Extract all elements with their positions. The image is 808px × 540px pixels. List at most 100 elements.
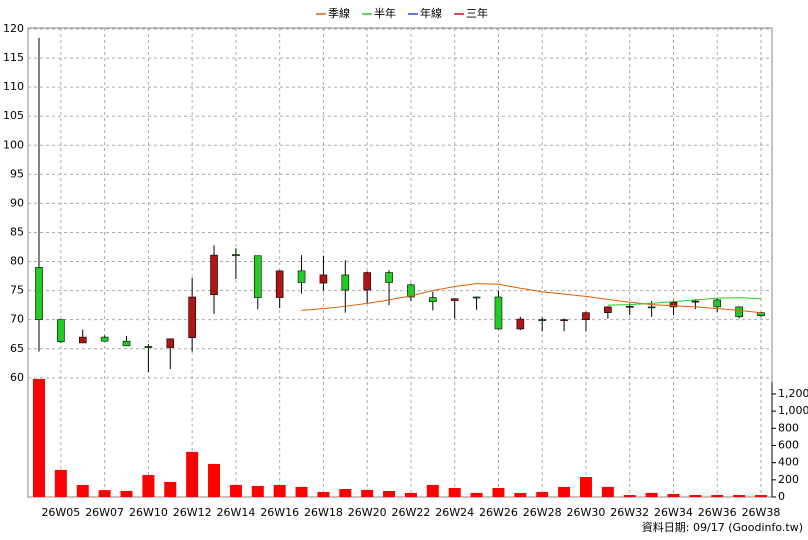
- x-tick-label: 26W16: [260, 506, 299, 519]
- volume-bar: [667, 493, 680, 497]
- volume-bar: [273, 484, 286, 497]
- volume-bar: [645, 492, 658, 497]
- candle-body: [385, 272, 393, 283]
- legend-label: 季線: [328, 6, 350, 20]
- candle-body: [604, 306, 612, 314]
- volume-bar: [229, 484, 242, 497]
- volume-bar: [142, 475, 155, 497]
- y-tick-label: 115: [3, 51, 24, 64]
- x-tick-label: 26W24: [435, 506, 474, 519]
- volume-bar: [558, 486, 571, 497]
- candle-body: [735, 306, 743, 318]
- x-tick-label: 26W32: [610, 506, 649, 519]
- volume-bar: [164, 481, 177, 497]
- y2-tick-label: 0: [778, 490, 785, 503]
- x-tick-label: 26W10: [129, 506, 168, 519]
- volume-bar: [492, 487, 505, 497]
- volume-bar: [295, 486, 308, 497]
- candle-body: [538, 319, 547, 321]
- x-tick-label: 26W07: [85, 506, 124, 519]
- y-tick-label: 120: [3, 22, 24, 35]
- legend-label: 半年: [374, 6, 396, 20]
- candle-body: [232, 254, 240, 257]
- candle-body: [757, 312, 765, 316]
- volume-bar: [755, 495, 767, 497]
- volume-bar: [251, 486, 264, 497]
- x-tick-label: 26W05: [41, 506, 80, 519]
- candle-body: [78, 336, 87, 344]
- x-tick-label: 26W18: [304, 506, 343, 519]
- volume-bar: [404, 492, 417, 497]
- candle-body: [516, 318, 525, 330]
- y2-tick-label: 800: [778, 421, 799, 434]
- volume-bar: [98, 490, 111, 497]
- candle-body: [647, 306, 656, 309]
- volume-bar: [601, 486, 614, 497]
- y-tick-label: 65: [10, 342, 24, 355]
- y-tick-label: 75: [10, 284, 24, 297]
- y2-tick-label: 1,200: [778, 387, 808, 400]
- y-tick-label: 95: [10, 167, 24, 180]
- x-tick-label: 26W34: [654, 506, 693, 519]
- ma-line: [301, 283, 762, 314]
- y-tick-label: 70: [10, 313, 24, 326]
- x-tick-label: 26W38: [742, 506, 781, 519]
- y2-tick-label: 200: [778, 473, 799, 486]
- volume-bar: [711, 495, 724, 497]
- x-tick-label: 26W30: [567, 506, 606, 519]
- candle-body: [625, 306, 634, 308]
- candle-body: [319, 274, 328, 284]
- candle-body: [297, 270, 306, 283]
- x-tick-label: 26W28: [523, 506, 562, 519]
- y2-tick-label: 600: [778, 438, 799, 451]
- y2-tick-label: 400: [778, 456, 799, 469]
- candle-body: [57, 319, 65, 343]
- x-tick-label: 26W36: [698, 506, 737, 519]
- candle-body: [341, 274, 350, 291]
- candle-body: [691, 300, 700, 303]
- candle-body: [472, 296, 481, 299]
- y-tick-label: 60: [10, 371, 24, 384]
- legend-label: 年線: [420, 6, 442, 20]
- volume-bar: [536, 492, 549, 497]
- candle-body: [35, 267, 43, 320]
- candle-body: [429, 297, 437, 302]
- volume-bar: [317, 492, 330, 497]
- candle-body: [253, 255, 262, 298]
- candle-body: [560, 319, 568, 321]
- plot-area: [27, 27, 773, 498]
- x-tick-label: 26W26: [479, 506, 518, 519]
- candle-body: [450, 298, 459, 301]
- volume-bar: [470, 492, 483, 497]
- legend-label: 三年: [466, 6, 488, 20]
- ma-line: [607, 297, 762, 306]
- y-tick-label: 80: [10, 255, 24, 268]
- x-tick-label: 26W22: [392, 506, 431, 519]
- candle-body: [363, 272, 371, 291]
- y-tick-label: 110: [3, 80, 24, 93]
- candle-body: [144, 346, 153, 348]
- candle-body: [210, 254, 218, 295]
- volume-bar: [383, 490, 396, 497]
- candle-body: [100, 336, 109, 342]
- x-tick-label: 26W12: [173, 506, 212, 519]
- footer: 資料日期: 09/17 (Goodinfo.tw): [642, 520, 803, 534]
- volume-bar: [689, 495, 702, 497]
- candle-body: [713, 299, 722, 308]
- volume-bar: [514, 492, 527, 497]
- y-tick-label: 100: [3, 138, 24, 151]
- volume-bar: [426, 484, 439, 497]
- candle-body: [122, 340, 131, 347]
- volume-bar: [208, 463, 221, 497]
- candle-body: [188, 296, 196, 339]
- y2-tick-label: 1,000: [778, 404, 808, 417]
- candle-body: [407, 284, 415, 298]
- candle-body: [166, 338, 175, 348]
- volume-bar: [120, 490, 133, 497]
- volume-bar: [579, 476, 592, 497]
- candle-body: [669, 301, 678, 308]
- volume-bar: [186, 451, 199, 497]
- volume-bar: [339, 489, 352, 497]
